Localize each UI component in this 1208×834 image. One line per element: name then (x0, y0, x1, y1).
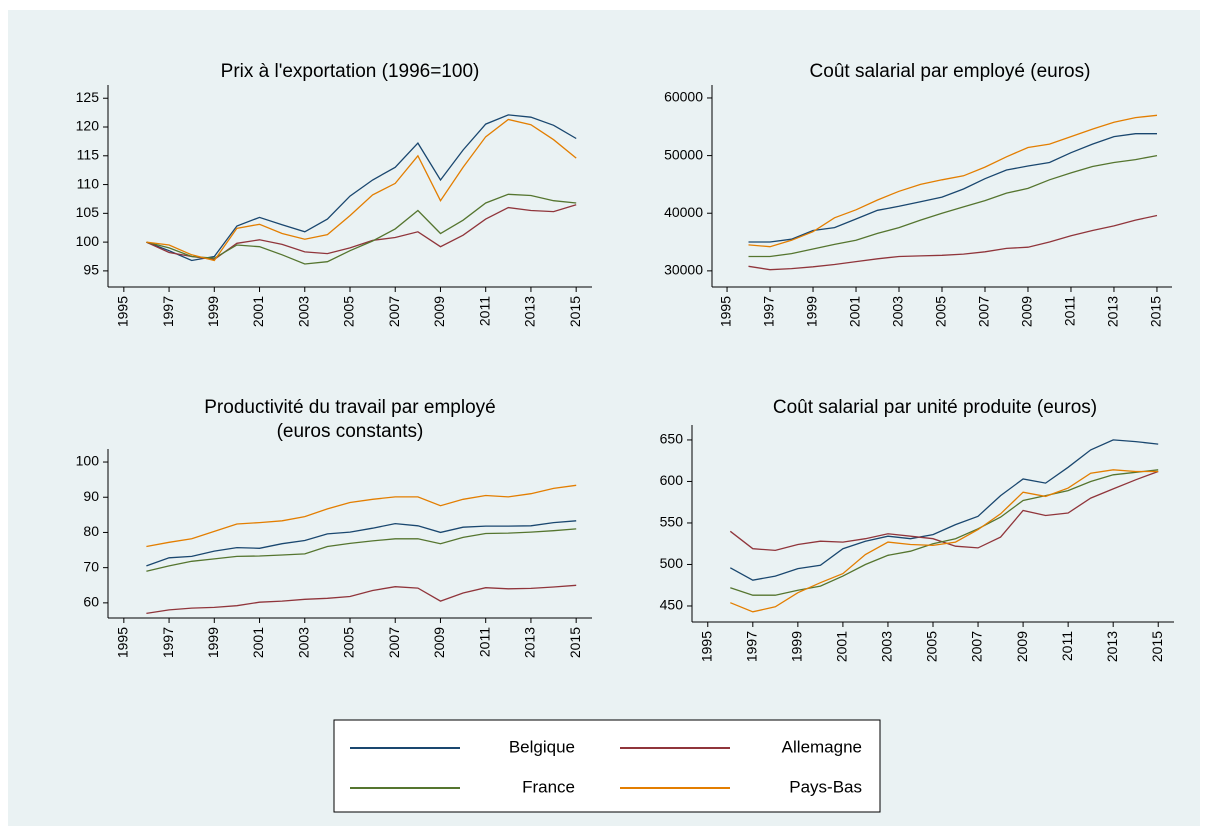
legend-label: Allemagne (782, 737, 862, 756)
x-tick-label: 2007 (976, 296, 992, 327)
legend-label: France (522, 777, 575, 796)
x-tick-label: 1999 (205, 296, 221, 327)
x-tick-label: 1999 (804, 296, 820, 327)
x-tick-label: 2007 (969, 631, 985, 662)
y-tick-label: 60 (83, 594, 99, 610)
y-tick-label: 40000 (664, 204, 703, 220)
x-tick-label: 2011 (1059, 631, 1075, 661)
y-tick-label: 100 (76, 453, 100, 469)
x-tick-label: 2005 (341, 296, 357, 327)
y-tick-label: 100 (76, 233, 100, 249)
x-tick-label: 1995 (718, 296, 734, 327)
x-tick-label: 2005 (924, 631, 940, 662)
x-tick-label: 2003 (295, 296, 311, 327)
x-tick-label: 1997 (761, 296, 777, 327)
x-tick-label: 2009 (1014, 631, 1030, 662)
y-tick-label: 550 (660, 514, 684, 530)
x-tick-label: 2011 (476, 296, 492, 326)
x-tick-label: 2015 (567, 296, 583, 327)
y-tick-label: 50000 (664, 146, 703, 162)
x-tick-label: 2015 (1149, 631, 1165, 662)
x-tick-label: 1995 (698, 631, 714, 662)
y-tick-label: 60000 (664, 89, 703, 105)
series-line (729, 470, 1159, 552)
x-tick-label: 1997 (160, 296, 176, 327)
x-tick-label: 2009 (1019, 296, 1035, 327)
x-tick-label: 2005 (341, 627, 357, 658)
series-line (146, 528, 577, 572)
series-line (146, 584, 577, 615)
x-tick-label: 2007 (386, 627, 402, 658)
y-tick-label: 80 (83, 523, 99, 539)
x-tick-label: 2013 (1105, 296, 1121, 327)
y-tick-label: 105 (76, 204, 100, 220)
chart-title: Coût salarial par employé (euros) (810, 61, 1091, 82)
x-tick-label: 2015 (1148, 296, 1164, 327)
x-tick-label: 1995 (115, 627, 131, 658)
series-line (730, 469, 1159, 596)
y-tick-label: 650 (660, 431, 684, 447)
background (8, 10, 1200, 826)
x-tick-label: 2013 (1104, 631, 1120, 662)
y-tick-label: 95 (83, 262, 99, 278)
y-tick-label: 600 (660, 472, 684, 488)
x-tick-label: 2007 (386, 296, 402, 327)
x-tick-label: 2003 (295, 627, 311, 658)
chart-title: Coût salarial par unité produite (euros) (773, 397, 1097, 418)
x-tick-label: 2011 (476, 627, 492, 657)
x-tick-label: 1999 (789, 631, 805, 662)
series-line (748, 154, 1158, 258)
y-tick-label: 30000 (664, 262, 703, 278)
x-tick-label: 1999 (205, 627, 221, 658)
legend-label: Belgique (509, 737, 575, 756)
x-tick-label: 2013 (522, 627, 538, 658)
x-tick-label: 2003 (890, 296, 906, 327)
x-tick-label: 2013 (522, 296, 538, 327)
x-tick-label: 1995 (115, 296, 131, 327)
series-line (730, 469, 1159, 613)
chart-title: Prix à l'exportation (1996=100) (221, 61, 480, 82)
y-tick-label: 90 (83, 488, 99, 504)
x-tick-label: 2003 (879, 631, 895, 662)
x-tick-label: 2015 (567, 627, 583, 658)
series-line (146, 114, 577, 262)
chart-title: Productivité du travail par employé (204, 397, 495, 418)
x-tick-label: 2001 (250, 627, 266, 658)
y-tick-label: 120 (76, 118, 100, 134)
y-tick-label: 125 (76, 89, 100, 105)
x-tick-label: 2009 (431, 627, 447, 658)
series-line (146, 520, 577, 567)
series-line (146, 118, 577, 262)
x-tick-label: 2005 (933, 296, 949, 327)
y-tick-label: 115 (77, 146, 100, 162)
x-tick-label: 2011 (1062, 296, 1078, 326)
y-tick-label: 70 (83, 558, 99, 574)
series-line (146, 484, 577, 548)
y-tick-label: 110 (77, 175, 100, 191)
x-tick-label: 1997 (744, 631, 760, 662)
x-tick-label: 1997 (160, 627, 176, 658)
x-tick-label: 2001 (250, 296, 266, 327)
legend-label: Pays-Bas (789, 777, 862, 796)
x-tick-label: 2001 (834, 631, 850, 662)
series-line (748, 214, 1158, 271)
series-line (729, 439, 1159, 581)
y-tick-label: 500 (660, 555, 684, 571)
x-tick-label: 2001 (847, 296, 863, 327)
chart-title: (euros constants) (277, 421, 424, 442)
legend-box (333, 719, 881, 813)
x-tick-label: 2009 (431, 296, 447, 327)
series-line (748, 114, 1158, 248)
y-tick-label: 450 (660, 597, 684, 613)
